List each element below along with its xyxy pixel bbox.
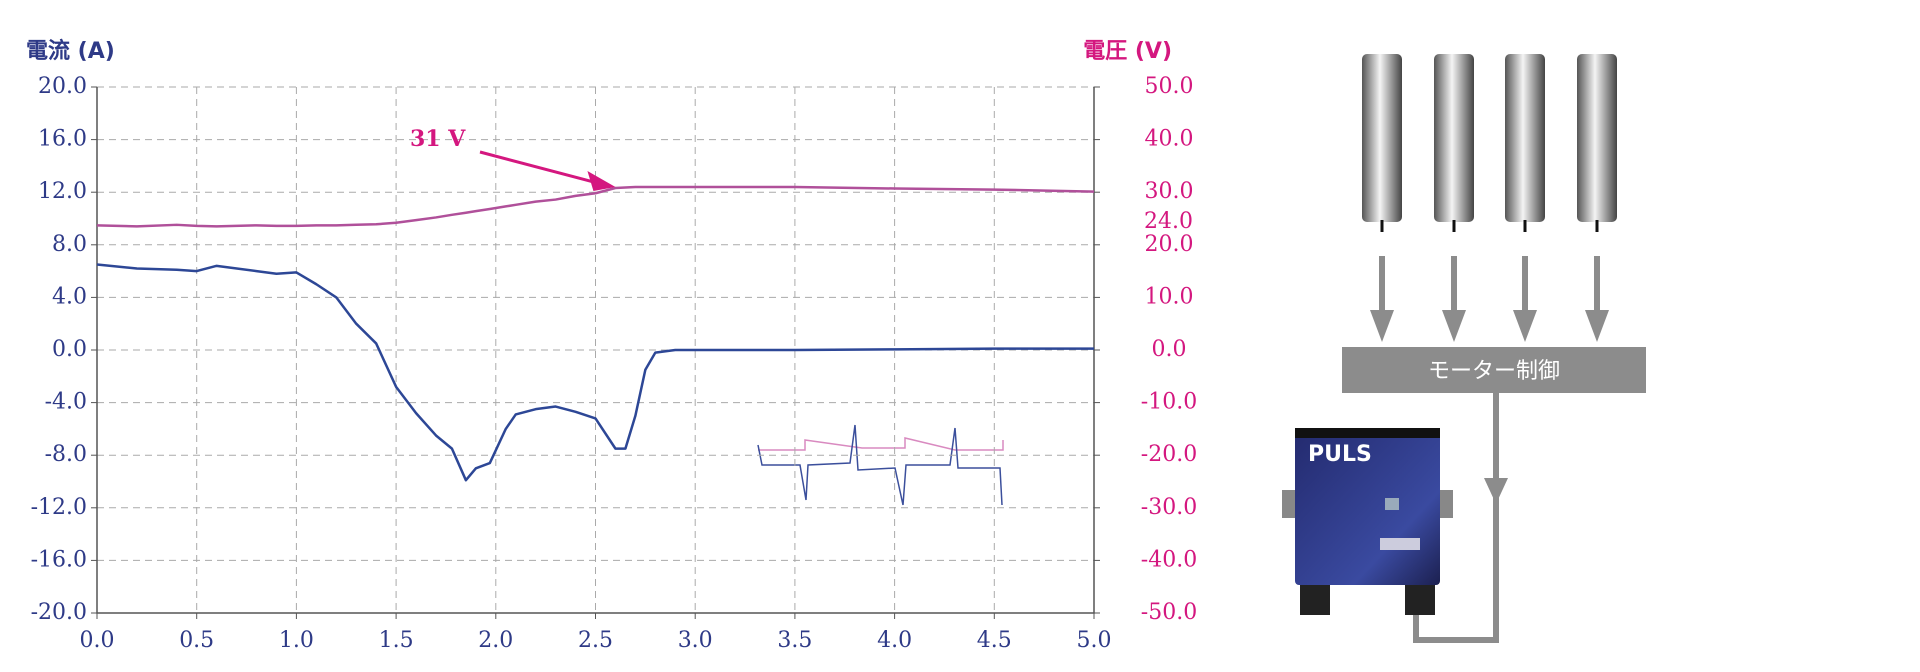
device-label: PULS (1308, 442, 1372, 467)
axis (96, 87, 1095, 614)
x-tick-label: 0.0 (80, 628, 115, 653)
x-tick-label: 4.5 (977, 628, 1012, 653)
x-tick-label: 5.0 (1077, 628, 1112, 653)
series-line (96, 185, 1095, 228)
y2-tick-label: 10.0 (1145, 284, 1194, 309)
annotation-arrow (479, 150, 594, 184)
cylinders (1362, 54, 1617, 232)
x-tick-label: 0.5 (179, 628, 214, 653)
y-tick-label: 16.0 (38, 127, 87, 152)
y2-tick-label: -50.0 (1141, 600, 1197, 625)
x-tick-label: 3.5 (777, 628, 812, 653)
x-tick-label: 2.5 (578, 628, 613, 653)
y2-marker-label: 24.0 (1144, 209, 1193, 234)
y-tick-label: -4.0 (45, 390, 87, 415)
x-tick-label: 1.0 (279, 628, 314, 653)
inset-waveform (757, 424, 1004, 506)
x-tick-label: 4.0 (877, 628, 912, 653)
arrows (1370, 256, 1609, 643)
y2-tick-label: 50.0 (1145, 74, 1194, 99)
y2-tick-label: -40.0 (1141, 547, 1197, 572)
x-tick-label: 1.5 (379, 628, 414, 653)
controller-box (1342, 347, 1646, 393)
y2-tick-label: 0.0 (1152, 337, 1187, 362)
y2-tick-label: 30.0 (1145, 179, 1194, 204)
y-tick-label: 4.0 (52, 284, 87, 309)
series-line (96, 263, 1094, 482)
y-tick-label: -20.0 (31, 600, 87, 625)
y-axis-title: 電流 (A) (26, 38, 115, 64)
y-tick-label: 8.0 (52, 232, 87, 257)
y-tick-label: -12.0 (31, 495, 87, 520)
y2-axis-title: 電圧 (V) (1083, 39, 1172, 64)
controller-label: モーター制御 (1428, 359, 1560, 384)
annotation-arrowhead (587, 170, 616, 191)
x-tick-label: 3.0 (678, 628, 713, 653)
y-tick-label: 20.0 (38, 74, 87, 99)
y2-tick-label: -20.0 (1141, 442, 1197, 467)
y-tick-label: -8.0 (45, 442, 87, 467)
y2-tick-label: 40.0 (1145, 127, 1194, 152)
annotation-label: 31 V (410, 126, 466, 152)
y-tick-label: -16.0 (31, 547, 87, 572)
y2-tick-label: -30.0 (1141, 495, 1197, 520)
y2-tick-label: 20.0 (1145, 232, 1194, 257)
x-tick-label: 2.0 (478, 628, 513, 653)
y-tick-label: 0.0 (52, 337, 87, 362)
device: PULS (1282, 428, 1453, 615)
y2-tick-label: -10.0 (1141, 390, 1197, 415)
y-tick-label: 12.0 (38, 179, 87, 204)
